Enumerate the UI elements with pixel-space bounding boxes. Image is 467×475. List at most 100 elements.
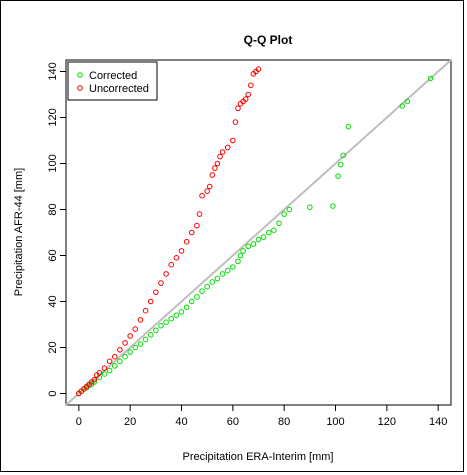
data-point-corrected xyxy=(194,294,200,300)
data-point-uncorrected xyxy=(158,280,164,286)
data-point-corrected xyxy=(219,271,226,277)
data-point-corrected xyxy=(147,332,154,338)
data-point-corrected xyxy=(137,341,144,347)
y-tick-label: 20 xyxy=(47,341,59,353)
y-axis-label: Precipitation AFR-44 [mm] xyxy=(13,168,25,296)
data-point-uncorrected xyxy=(132,326,139,332)
data-point-corrected xyxy=(265,229,272,236)
data-point-uncorrected xyxy=(96,370,103,376)
data-point-corrected xyxy=(427,75,434,82)
data-point-corrected xyxy=(178,309,185,315)
data-point-uncorrected xyxy=(178,248,185,254)
data-points-group xyxy=(76,66,434,397)
data-point-uncorrected xyxy=(188,229,195,236)
x-tick-label: 120 xyxy=(378,416,396,428)
data-point-corrected xyxy=(183,304,190,311)
reference-line-group xyxy=(65,59,452,406)
data-point-uncorrected xyxy=(127,333,133,339)
data-point-uncorrected xyxy=(111,353,118,360)
x-tick-label: 40 xyxy=(175,416,187,428)
data-point-corrected xyxy=(330,203,336,209)
legend-label-uncorrected: Uncorrected xyxy=(89,83,149,95)
data-point-uncorrected xyxy=(230,137,236,144)
data-point-uncorrected xyxy=(212,165,218,171)
data-point-uncorrected xyxy=(117,347,123,353)
data-point-corrected xyxy=(399,103,406,109)
data-point-uncorrected xyxy=(194,222,200,229)
data-point-corrected xyxy=(204,283,210,290)
data-point-corrected xyxy=(188,298,195,305)
y-tick-label: 100 xyxy=(47,154,59,172)
chart-title: Q-Q Plot xyxy=(244,33,293,47)
data-point-corrected xyxy=(281,211,287,217)
data-point-uncorrected xyxy=(199,192,205,199)
data-point-corrected xyxy=(335,173,341,179)
x-tick-label: 100 xyxy=(326,416,344,428)
data-point-corrected xyxy=(307,204,313,210)
data-point-uncorrected xyxy=(255,66,262,72)
data-point-corrected xyxy=(337,161,344,168)
identity-line xyxy=(65,59,452,406)
data-point-uncorrected xyxy=(214,160,221,167)
data-point-uncorrected xyxy=(224,144,231,151)
x-tick-label: 60 xyxy=(227,416,239,428)
data-point-uncorrected xyxy=(91,376,98,383)
data-point-corrected xyxy=(276,220,282,227)
data-point-uncorrected xyxy=(245,91,252,98)
legend-label-corrected: Corrected xyxy=(89,70,137,82)
y-tick-label: 140 xyxy=(47,62,59,80)
legend-box xyxy=(67,61,158,101)
y-tick-label: 0 xyxy=(47,390,59,396)
data-point-corrected xyxy=(271,227,277,233)
data-point-uncorrected xyxy=(147,298,154,305)
data-point-corrected xyxy=(158,322,164,329)
data-point-uncorrected xyxy=(173,254,180,261)
x-tick-label: 80 xyxy=(278,416,290,428)
data-point-corrected xyxy=(214,275,221,282)
data-point-corrected xyxy=(132,344,139,351)
data-point-uncorrected xyxy=(232,119,239,125)
data-point-uncorrected xyxy=(217,153,223,160)
data-point-corrected xyxy=(122,353,128,360)
data-point-uncorrected xyxy=(242,96,249,102)
data-point-uncorrected xyxy=(122,340,128,346)
data-point-uncorrected xyxy=(106,358,113,365)
data-point-uncorrected xyxy=(248,82,254,89)
data-point-uncorrected xyxy=(206,183,213,190)
data-point-corrected xyxy=(163,319,169,326)
data-point-corrected xyxy=(209,279,216,285)
data-point-uncorrected xyxy=(137,317,144,323)
data-point-corrected xyxy=(101,371,108,377)
data-point-corrected xyxy=(199,288,205,294)
x-tick-label: 0 xyxy=(76,416,82,428)
data-point-corrected xyxy=(260,234,267,240)
data-point-corrected xyxy=(340,152,347,159)
data-point-corrected xyxy=(127,349,133,355)
data-point-uncorrected xyxy=(235,105,241,112)
data-point-corrected xyxy=(153,327,159,334)
data-point-corrected xyxy=(235,258,241,265)
data-point-corrected xyxy=(168,315,175,322)
y-tick-label: 120 xyxy=(47,108,59,126)
x-axis: 0 20 40 60 80 100 120 140 xyxy=(76,405,447,428)
data-point-corrected xyxy=(111,363,118,369)
data-point-uncorrected xyxy=(101,365,108,372)
x-tick-label: 20 xyxy=(124,416,136,428)
data-point-corrected xyxy=(224,267,231,274)
data-point-uncorrected xyxy=(163,271,169,277)
data-point-corrected xyxy=(245,243,252,250)
data-point-corrected xyxy=(255,236,262,243)
data-point-corrected xyxy=(286,206,293,213)
data-point-corrected xyxy=(250,241,257,247)
data-point-corrected xyxy=(106,367,113,374)
data-point-uncorrected xyxy=(183,238,190,245)
data-point-corrected xyxy=(345,123,352,130)
data-point-corrected xyxy=(404,98,411,105)
plot-area xyxy=(65,59,452,406)
data-point-uncorrected xyxy=(196,211,203,217)
series-uncorrected xyxy=(76,66,262,397)
data-point-uncorrected xyxy=(142,307,149,314)
data-point-corrected xyxy=(230,264,236,270)
